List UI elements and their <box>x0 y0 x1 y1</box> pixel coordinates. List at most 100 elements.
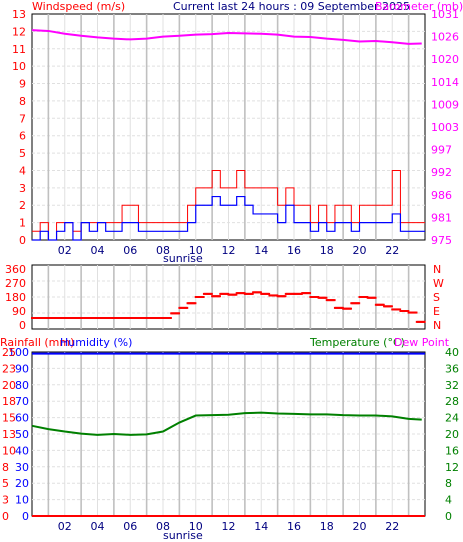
direction-point <box>202 296 205 298</box>
humidity-y-tick: 10 <box>15 494 29 507</box>
direction-y-tick: 270 <box>5 277 26 290</box>
temperature-y-tick: 8 <box>445 477 452 490</box>
direction-point <box>399 308 402 311</box>
direction-point <box>178 312 181 315</box>
thermo-x-tick: 02 <box>58 520 72 533</box>
temperature-axis-label: Temperature (°C) <box>309 336 405 349</box>
rainfall-axis-label: Rainfall (mm) <box>0 336 74 349</box>
direction-point <box>423 320 426 323</box>
wind-x-tick: 04 <box>91 244 105 257</box>
chart-title: Current last 24 hours : 09 September 202… <box>173 0 410 13</box>
barometer-y-tick: 1031 <box>431 8 459 21</box>
direction-point <box>210 292 213 295</box>
wind-y-tick: 2 <box>19 199 26 212</box>
wind-y-tick: 10 <box>12 60 26 73</box>
rainfall-y-tick: 13 <box>2 428 16 441</box>
temperature-y-tick: 40 <box>445 346 459 359</box>
rainfall-y-tick: 23 <box>2 362 16 375</box>
humidity-y-tick: 30 <box>15 461 29 474</box>
thermo-x-tick: 06 <box>123 520 137 533</box>
direction-point <box>309 292 312 295</box>
direction-point <box>218 295 221 298</box>
wind-x-tick: 22 <box>385 244 399 257</box>
direction-compass-tick: S <box>433 291 440 304</box>
humidity-y-tick: 50 <box>15 428 29 441</box>
temperature-y-tick: 24 <box>445 412 459 425</box>
rainfall-y-tick: 10 <box>2 444 16 457</box>
temperature-y-tick: 0 <box>445 510 452 523</box>
thermo-x-tick: 14 <box>254 520 268 533</box>
barometer-y-tick: 1026 <box>431 31 459 44</box>
direction-compass-tick: E <box>433 305 440 318</box>
wind-y-tick: 12 <box>12 25 26 38</box>
direction-point <box>268 292 271 295</box>
rainfall-y-tick: 8 <box>2 461 9 474</box>
barometer-y-tick: 1009 <box>431 98 459 111</box>
wind-x-tick: 18 <box>320 244 334 257</box>
humidity-y-tick: 0 <box>22 510 29 523</box>
thermo-x-tick: 22 <box>385 520 399 533</box>
humidity-y-tick: 20 <box>15 477 29 490</box>
temperature-y-tick: 12 <box>445 461 459 474</box>
wind-x-tick: 12 <box>222 244 236 257</box>
barometer-y-tick: 981 <box>431 211 452 224</box>
dewpoint-axis-label: Dew Point <box>394 336 450 349</box>
direction-compass-tick: W <box>433 277 444 290</box>
wind-y-tick: 3 <box>19 182 26 195</box>
wind-y-tick: 5 <box>19 147 26 160</box>
humidity-y-tick: 70 <box>15 395 29 408</box>
thermo-x-tick: 12 <box>222 520 236 533</box>
wind-axis-label: Windspeed (m/s) <box>32 0 125 13</box>
temperature-y-tick-labels: 0 4 8 12 16 20 24 28 32 36 40 <box>445 346 459 523</box>
thermo-panel: Rainfall (mm) Humidity (%) Temperature (… <box>0 336 459 542</box>
wind-x-tick: 08 <box>156 244 170 257</box>
direction-point <box>382 303 385 306</box>
barometer-y-tick: 1020 <box>431 53 459 66</box>
rainfall-y-tick: 3 <box>2 494 9 507</box>
rainfall-y-tick: 18 <box>2 395 16 408</box>
direction-point <box>333 299 336 302</box>
wind-y-tick: 7 <box>19 112 26 125</box>
thermo-sunrise-label: sunrise <box>163 529 203 542</box>
rainfall-y-tick: 0 <box>2 510 9 523</box>
thermo-x-tick-labels: 02 04 06 08 10 12 14 16 18 20 22 <box>58 520 400 533</box>
temperature-y-tick: 20 <box>445 428 459 441</box>
barometer-y-tick-labels: 975 981 986 992 997 1003 1009 1014 1020 1026 1031 <box>431 8 459 247</box>
wind-x-tick: 16 <box>287 244 301 257</box>
humidity-y-tick: 100 <box>8 346 29 359</box>
direction-point <box>374 296 377 299</box>
wind-mean-line <box>32 195 425 241</box>
direction-point <box>390 305 393 308</box>
barometer-y-tick: 1014 <box>431 76 459 89</box>
wind-x-tick: 02 <box>58 244 72 257</box>
wind-panel: Windspeed (m/s) Current last 24 hours : … <box>12 0 463 265</box>
wind-y-tick: 0 <box>19 234 26 247</box>
direction-y-tick: 360 <box>5 263 26 276</box>
direction-point <box>235 293 238 296</box>
temperature-y-tick: 28 <box>445 395 459 408</box>
direction-y-tick: 180 <box>5 291 26 304</box>
temperature-line <box>31 411 422 436</box>
barometer-y-tick: 992 <box>431 166 452 179</box>
humidity-axis-label: Humidity (%) <box>60 336 132 349</box>
thermo-x-tick: 10 <box>189 520 203 533</box>
wind-y-tick: 9 <box>19 78 26 91</box>
thermo-x-tick: 16 <box>287 520 301 533</box>
humidity-y-tick: 90 <box>15 362 29 375</box>
direction-y-tick: 90 <box>12 305 26 318</box>
barometer-y-tick: 997 <box>431 144 452 157</box>
rainfall-y-tick: 15 <box>2 412 16 425</box>
thermo-x-tick: 18 <box>320 520 334 533</box>
humidity-y-tick: 60 <box>15 412 29 425</box>
direction-y-tick: 0 <box>19 319 26 332</box>
rainfall-y-tick: 25 <box>2 346 16 359</box>
wind-gridlines <box>32 14 425 240</box>
direction-point <box>407 310 410 312</box>
direction-point <box>349 307 352 310</box>
